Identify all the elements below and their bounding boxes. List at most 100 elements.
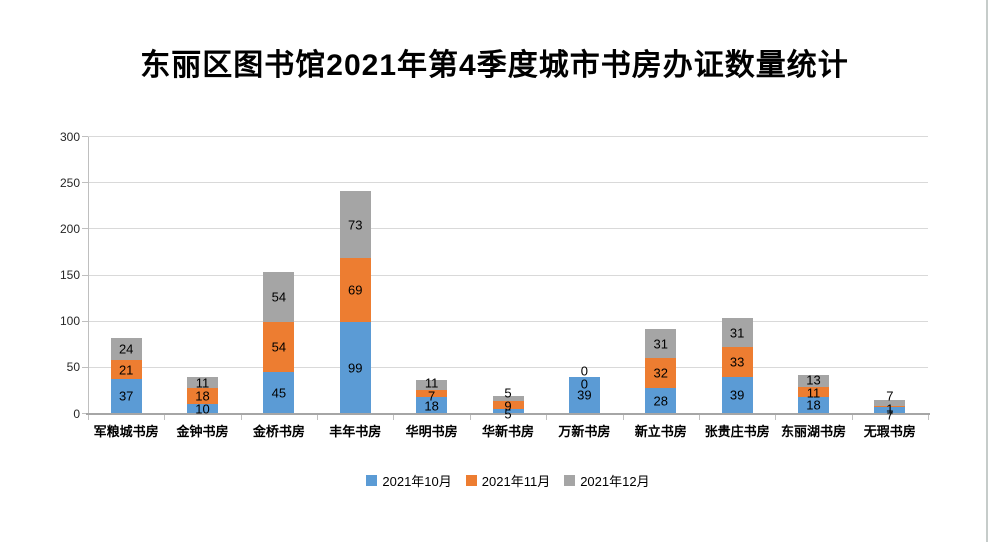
data-label: 18 [195,388,210,404]
x-axis-tick [469,413,471,420]
data-label: 31 [653,336,668,352]
data-label: 33 [729,354,745,370]
bar-segment-2021年11月[interactable] [263,322,295,372]
legend-label: 2021年12月 [580,474,650,489]
category-label: 金桥书房 [252,424,305,439]
data-label: 7 [428,388,436,404]
bar-segment-2021年11月[interactable] [110,359,142,380]
data-label: 11 [806,385,821,401]
data-label: 54 [271,289,287,305]
bar-segment-2021年12月[interactable] [797,374,829,387]
data-label: 69 [348,282,363,298]
data-label: 7 [886,388,894,404]
category-label: 张贵庄书房 [704,424,770,439]
data-label: 21 [118,362,134,378]
bar-segment-2021年12月[interactable] [339,190,371,259]
legend-item[interactable]: 2021年10月 [366,471,452,490]
y-axis-tick-label: 150 [59,268,80,282]
bar-segment-2021年10月[interactable] [874,407,906,414]
legend-swatch-icon [564,475,576,486]
gridline [88,182,928,184]
bar-segment-2021年10月[interactable] [492,408,524,414]
data-label: 11 [195,375,210,391]
legend-label: 2021年10月 [382,474,452,489]
data-label: 18 [424,398,439,414]
data-label: 13 [806,372,821,388]
legend-swatch-icon [465,475,477,486]
data-label: 10 [195,401,210,417]
bar-segment-2021年12月[interactable] [645,329,677,359]
bar-segment-2021年10月[interactable] [187,404,219,414]
bar-segment-2021年11月[interactable] [187,387,219,405]
bar-segment-2021年12月[interactable] [187,377,219,388]
data-label: 31 [729,325,745,341]
data-label: 18 [806,397,821,413]
gridline [88,320,928,322]
bar-segment-2021年10月[interactable] [339,322,371,414]
category-label: 军粮城书房 [93,424,159,439]
y-axis-tick-label: 250 [59,175,80,190]
gridline [88,136,928,137]
bar-segment-2021年10月[interactable] [645,387,677,414]
bar-segment-2021年10月[interactable] [110,379,142,414]
x-axis-tick [240,413,242,420]
x-axis-tick [622,413,624,420]
window-edge-border [986,0,988,542]
y-axis-tick [82,182,88,184]
gridline [88,274,928,276]
gridline [88,366,928,368]
data-label: 5 [504,385,512,401]
bar-segment-2021年11月[interactable] [645,358,677,388]
legend-label: 2021年11月 [481,474,551,489]
bar-segment-2021年12月[interactable] [416,380,448,391]
bar-segment-2021年10月[interactable] [416,396,448,414]
y-axis-tick [82,413,88,414]
x-axis-tick [164,413,166,420]
category-label: 新立书房 [634,424,687,439]
y-axis-tick-label: 300 [59,129,80,144]
y-axis-tick-label: 0 [73,406,80,421]
y-axis-tick [82,136,88,137]
x-axis-tick [928,413,929,420]
data-label: 54 [271,339,287,355]
y-axis-line [88,136,89,414]
y-axis-tick-label: 50 [66,360,80,375]
data-label: 32 [653,365,668,381]
bar-segment-2021年10月[interactable] [797,396,829,414]
category-label: 东丽湖书房 [780,424,846,439]
data-label: 5 [504,406,512,422]
bar-segment-2021年12月[interactable] [492,395,524,401]
x-axis-tick [317,413,319,420]
data-label: 0 [580,376,588,392]
category-label: 华新书房 [481,424,535,439]
bar-segment-2021年11月[interactable] [721,347,753,378]
bar-segment-2021年12月[interactable] [721,318,753,347]
data-label: 9 [504,398,512,414]
bar-segment-2021年10月[interactable] [721,377,753,414]
bar-segment-2021年11月[interactable] [874,406,906,408]
bar-segment-2021年10月[interactable] [263,371,295,414]
bar-segment-2021年12月[interactable] [110,337,142,360]
x-axis-tick [698,413,700,420]
data-label: 24 [118,341,134,357]
data-label: 0 [580,363,588,379]
bar-segment-2021年11月[interactable] [797,386,829,397]
x-axis-tick [546,413,548,420]
data-label: 99 [348,360,363,376]
legend-swatch-icon [366,475,378,486]
bar-segment-2021年12月[interactable] [874,399,906,407]
data-label: 39 [577,387,592,403]
category-label: 无瑕书房 [863,424,916,439]
bar-segment-2021年11月[interactable] [416,390,448,397]
gridline [88,228,928,230]
legend-item[interactable]: 2021年11月 [465,471,551,490]
bar-segment-2021年12月[interactable] [263,272,295,323]
bar-segment-2021年10月[interactable] [568,377,600,414]
bar-segment-2021年11月[interactable] [492,400,524,409]
y-axis-tick [82,366,88,368]
bar-segment-2021年11月[interactable] [339,258,371,323]
category-label: 金钟书房 [176,424,229,439]
legend-item[interactable]: 2021年12月 [564,471,650,490]
